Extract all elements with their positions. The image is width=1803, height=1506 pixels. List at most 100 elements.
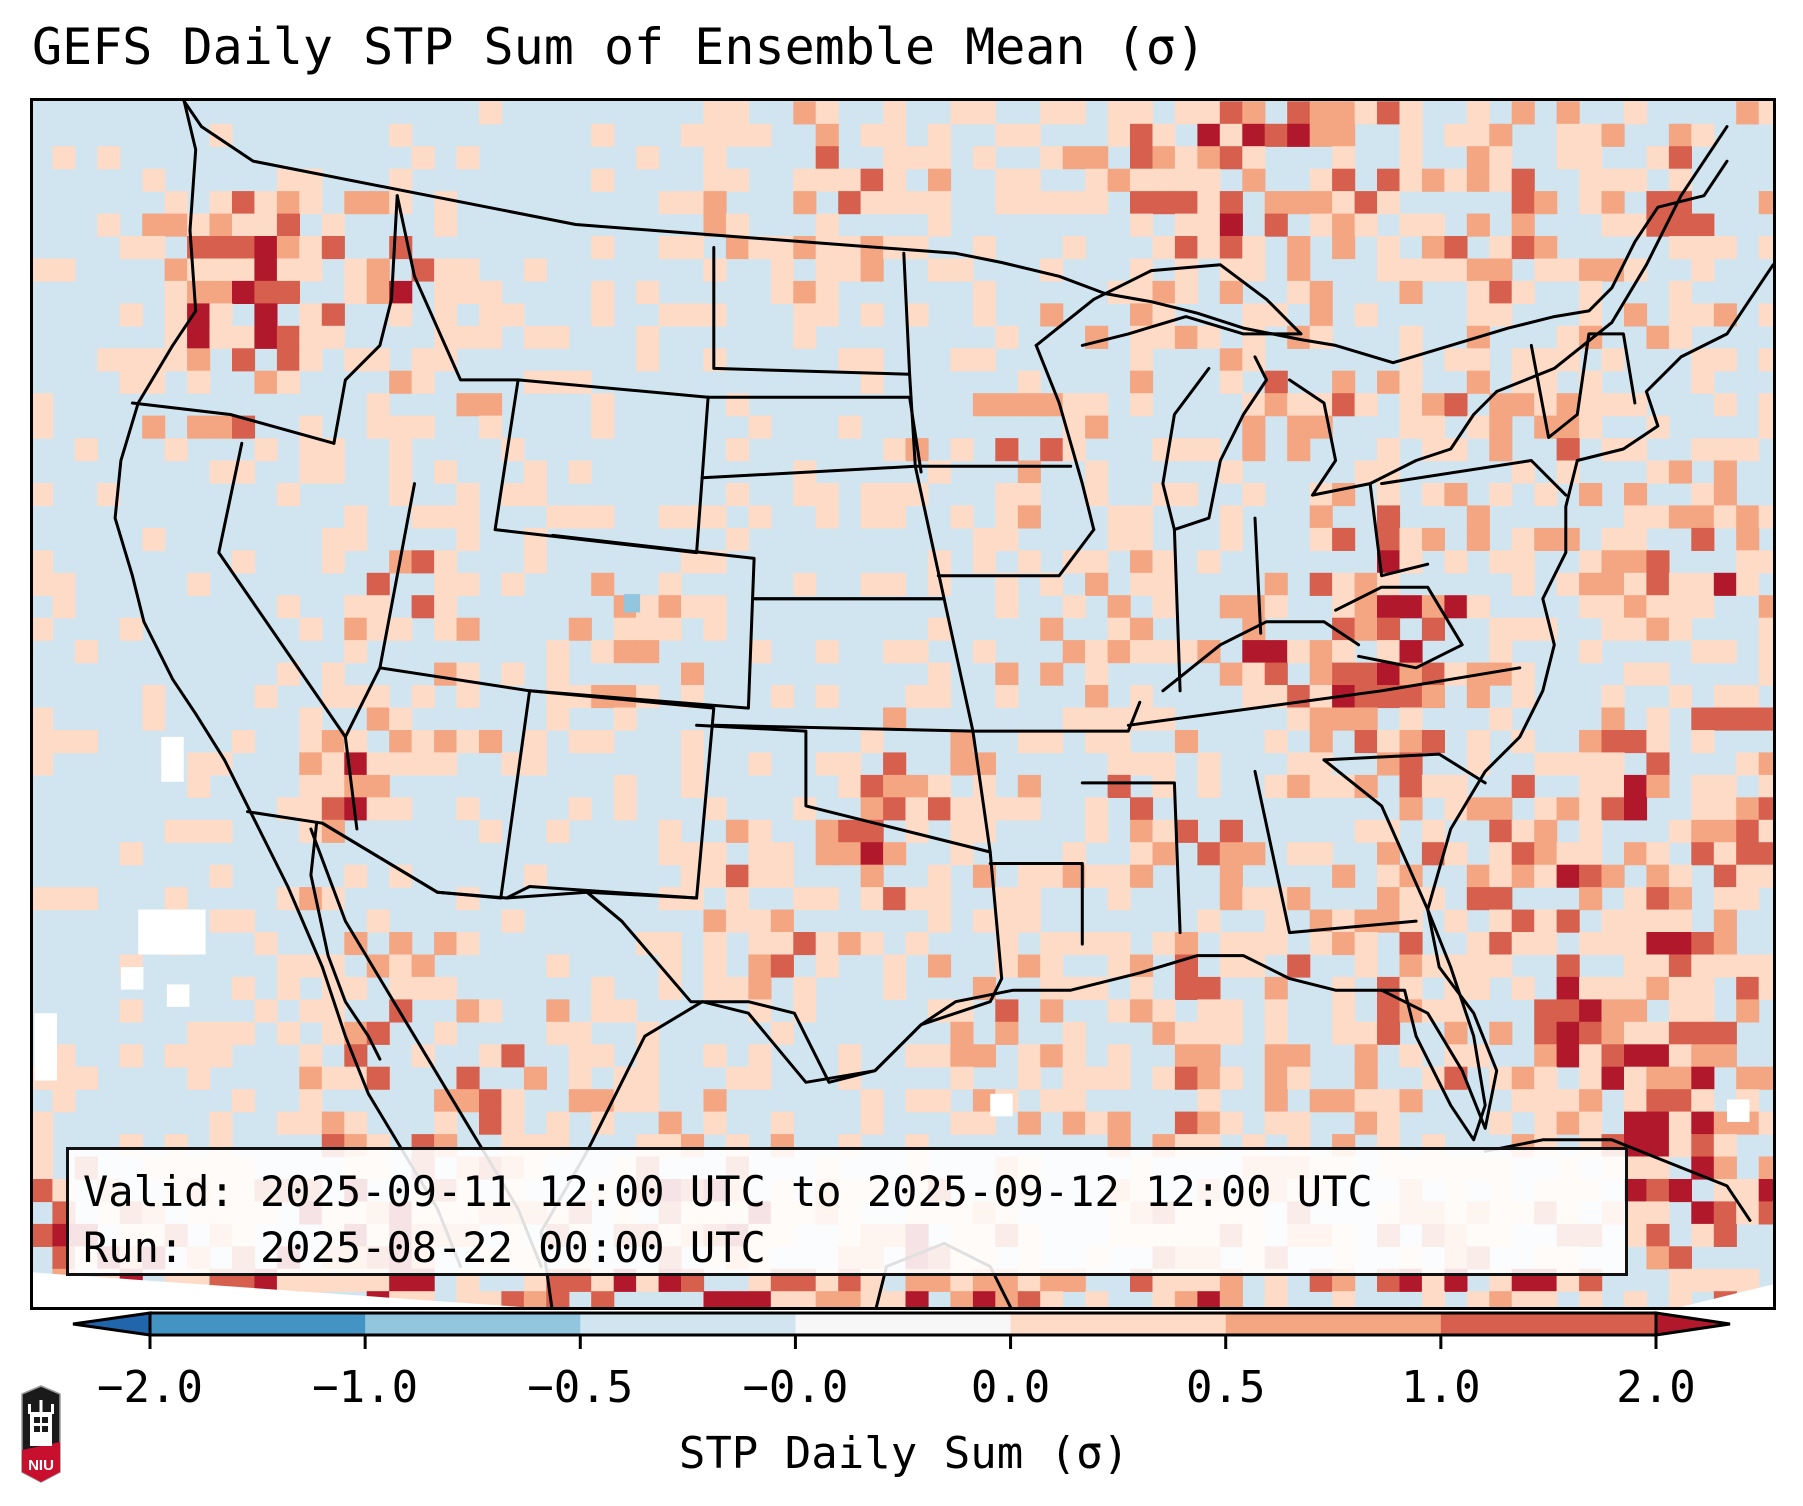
stp-cell <box>1758 1156 1776 1180</box>
stp-cell <box>905 1089 929 1113</box>
stp-cell <box>1556 123 1580 147</box>
stp-cell <box>434 258 458 282</box>
stp-cell <box>1399 527 1423 551</box>
stp-cell <box>187 1066 211 1090</box>
stp-cell <box>1579 258 1603 282</box>
stp-cell <box>1534 819 1558 843</box>
stp-cell <box>1556 527 1580 551</box>
stp-cell <box>972 303 996 327</box>
stp-cell <box>1152 595 1176 619</box>
stp-cell <box>1421 617 1445 641</box>
stp-cell <box>1421 415 1445 439</box>
stp-cell <box>860 572 884 596</box>
stp-cell <box>321 730 345 754</box>
stp-cell <box>1287 707 1311 731</box>
stp-cell <box>1624 393 1648 417</box>
stp-cell <box>815 505 839 529</box>
stp-cell <box>209 1021 233 1045</box>
colorbar <box>72 1311 1731 1349</box>
stp-cell <box>1264 595 1288 619</box>
stp-cell <box>276 258 300 282</box>
stp-cell <box>1691 1268 1715 1292</box>
stp-cell <box>344 1066 368 1090</box>
stp-cell <box>591 1291 615 1310</box>
stp-cell <box>1444 1021 1468 1045</box>
stp-cell <box>1152 1066 1176 1090</box>
stp-cell <box>546 707 570 731</box>
stp-cell <box>501 303 525 327</box>
stp-cell <box>725 976 749 1000</box>
state-al-ga <box>1253 769 1418 935</box>
valid-time-range: 2025-09-11 12:00 UTC to 2025-09-12 12:00… <box>260 1167 1373 1216</box>
stp-cell <box>1040 932 1064 956</box>
stp-cell <box>725 168 749 192</box>
stp-cell <box>1736 842 1760 866</box>
stp-cell <box>883 572 907 596</box>
stp-cell <box>591 976 615 1000</box>
stp-cell <box>1399 280 1423 304</box>
stp-cell <box>1152 999 1176 1023</box>
stp-cell <box>30 393 53 417</box>
stp-cell <box>1377 370 1401 394</box>
stp-cell <box>748 864 772 888</box>
colorbar-bin <box>1010 1313 1227 1335</box>
stp-cell <box>434 1111 458 1135</box>
stp-cell <box>1242 685 1266 709</box>
stp-cell <box>1197 168 1221 192</box>
stp-cell <box>479 730 503 754</box>
stp-cell <box>1466 595 1490 619</box>
stp-cell <box>366 774 390 798</box>
stp-cell <box>568 797 592 821</box>
stp-cell <box>1466 932 1490 956</box>
stp-cell <box>613 999 637 1023</box>
stp-cell <box>1197 976 1221 1000</box>
stp-cell <box>434 348 458 372</box>
stp-cell <box>928 123 952 147</box>
stp-cell <box>748 1066 772 1090</box>
stp-cell <box>1264 1291 1288 1310</box>
stp-cell <box>187 415 211 439</box>
stp-cell <box>1624 101 1648 125</box>
stp-cell <box>1646 325 1670 349</box>
stp-cell <box>1197 999 1221 1023</box>
stp-cell <box>1758 640 1776 664</box>
stp-cell <box>1624 1111 1648 1135</box>
stp-cell <box>254 191 278 215</box>
stp-cell <box>972 146 996 170</box>
stp-cell <box>815 1291 839 1310</box>
stp-cell <box>1601 774 1625 798</box>
stp-cell <box>366 685 390 709</box>
stp-cell <box>1354 909 1378 933</box>
stp-cell <box>1354 730 1378 754</box>
east-coast <box>1426 263 1775 912</box>
stp-cell <box>1309 730 1333 754</box>
stp-cell <box>928 909 952 933</box>
stp-cell <box>1242 595 1266 619</box>
stp-cell <box>1399 685 1423 709</box>
stp-cell <box>1197 909 1221 933</box>
stp-cell <box>883 146 907 170</box>
stp-cell <box>456 325 480 349</box>
stp-cell <box>703 842 727 866</box>
stp-cell <box>995 662 1019 686</box>
stp-cell <box>1040 191 1064 215</box>
stp-cell <box>1332 617 1356 641</box>
stp-cell <box>1017 797 1041 821</box>
stp-cell <box>1601 1021 1625 1045</box>
stp-cell <box>1174 976 1198 1000</box>
stp-cell <box>928 213 952 237</box>
stp-cell <box>276 954 300 978</box>
stp-cell <box>770 1291 794 1310</box>
stp-cell <box>1219 595 1243 619</box>
stp-cell <box>1579 483 1603 507</box>
stp-cell <box>725 909 749 933</box>
stp-cell <box>1668 1089 1692 1113</box>
stp-cell <box>1152 932 1176 956</box>
stp-cell <box>1152 752 1176 776</box>
stp-cell <box>254 258 278 282</box>
stp-cell <box>1130 303 1154 327</box>
stp-cell <box>1758 707 1776 731</box>
stp-cell <box>1713 348 1737 372</box>
stp-cell <box>636 348 660 372</box>
stp-cell <box>1421 213 1445 237</box>
